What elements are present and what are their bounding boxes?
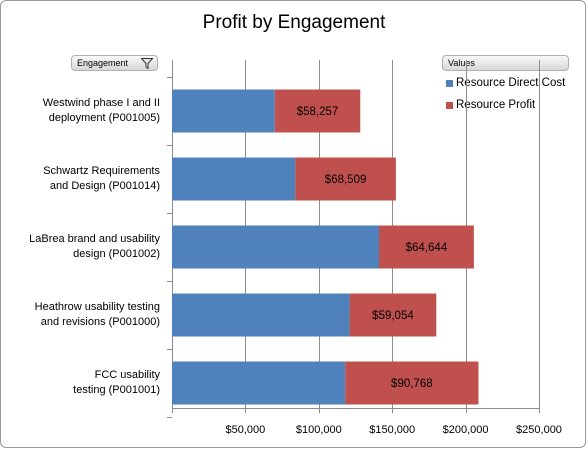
x-tick-label: $150,000 <box>369 424 415 436</box>
bar-profit <box>295 157 396 201</box>
category-label-line: and revisions (P001000) <box>40 316 160 328</box>
bar-profit <box>274 89 361 133</box>
category-label-line: Heathrow usability testing <box>34 301 160 313</box>
category-label: Heathrow usability testing and revisions … <box>0 300 160 330</box>
bar-direct-cost <box>172 361 346 405</box>
x-tick-label: $50,000 <box>226 424 266 436</box>
category-label-line: LaBrea brand and usability <box>29 233 160 245</box>
legend-values-button[interactable]: Values <box>442 55 569 71</box>
category-label-line: Westwind phase I and II <box>42 97 160 109</box>
legend-item-profit: Resource Profit <box>446 98 565 120</box>
x-tick-label: $250,000 <box>516 424 562 436</box>
bar-profit <box>378 225 474 269</box>
category-label: Westwind phase I and II deployment (P0010… <box>0 96 160 126</box>
bar-profit <box>349 293 437 337</box>
bar-direct-cost <box>172 89 275 133</box>
legend-values-label: Values <box>448 58 475 68</box>
filter-icon <box>141 58 153 69</box>
category-label-line: and Design (P001014) <box>49 180 160 192</box>
category-label-line: testing (P001001) <box>73 384 160 396</box>
bar-direct-cost <box>172 225 379 269</box>
category-label-line: FCC usability <box>94 369 160 381</box>
legend-label-direct-cost: Resource Direct Cost <box>456 77 566 89</box>
legend-label-profit: Resource Profit <box>456 99 536 111</box>
x-tick-label: $200,000 <box>443 424 489 436</box>
data-label: $59,054 <box>372 310 414 322</box>
category-label: FCC usability testing (P001001) <box>0 368 160 398</box>
bar-profit <box>345 361 479 405</box>
engagement-filter-button[interactable]: Engagement <box>71 55 158 71</box>
legend-swatch-direct-cost <box>446 80 453 87</box>
category-label-line: Schwartz Requirements <box>43 165 160 177</box>
engagement-filter-label: Engagement <box>77 58 129 68</box>
legend-swatch-profit <box>446 102 453 109</box>
category-label: LaBrea brand and usability design (P00100… <box>0 232 160 262</box>
data-label: $90,768 <box>391 378 433 390</box>
bar-direct-cost <box>172 293 350 337</box>
legend: Resource Direct Cost Resource Profit <box>446 76 565 120</box>
category-label-line: deployment (P001005) <box>48 112 160 124</box>
data-label: $64,644 <box>406 242 448 254</box>
category-label: Schwartz Requirements and Design (P001014… <box>0 164 160 194</box>
x-tick-label: $100,000 <box>296 424 342 436</box>
chart-title: Profit by Engagement <box>202 12 386 33</box>
data-label: $58,257 <box>297 106 339 118</box>
legend-item-direct-cost: Resource Direct Cost <box>446 76 565 98</box>
bar-direct-cost <box>172 157 296 201</box>
data-label: $68,509 <box>325 174 367 186</box>
category-label-line: design (P001002) <box>73 248 160 260</box>
